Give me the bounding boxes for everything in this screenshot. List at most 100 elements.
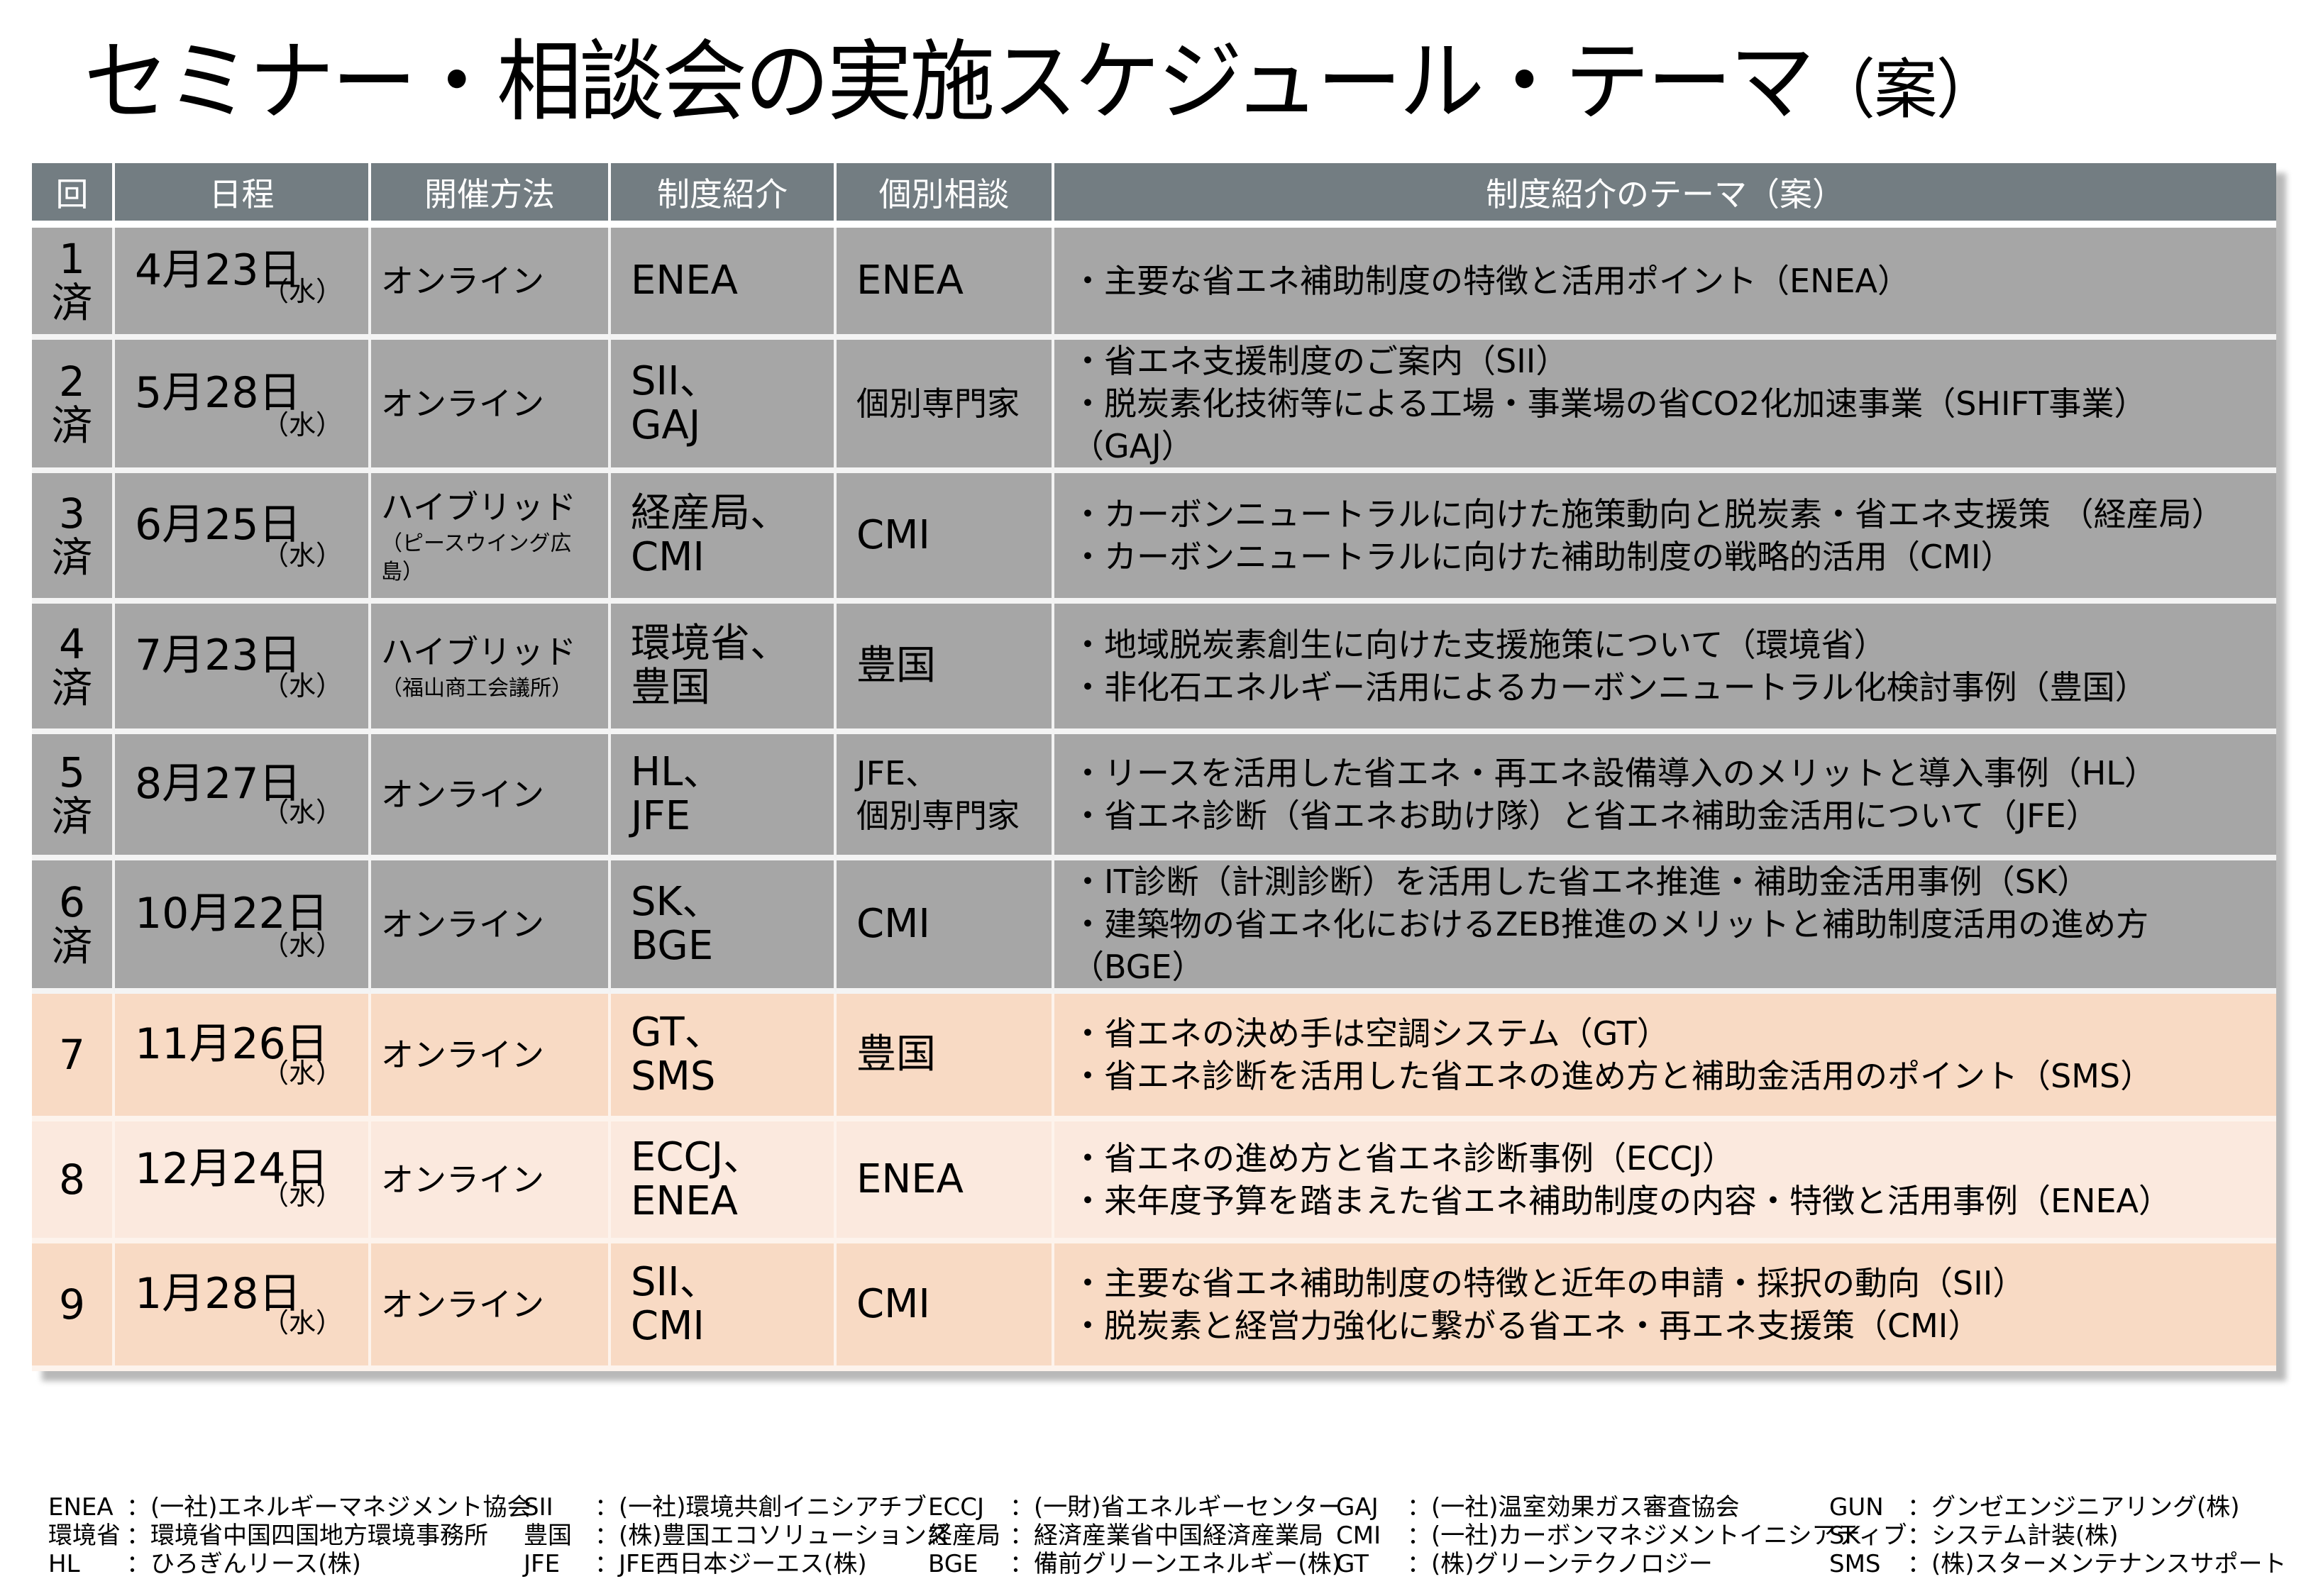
schedule-table: 回 日程 開催方法 制度紹介 個別相談 制度紹介のテーマ（案） 1 済 4月23日（… xyxy=(32,163,2276,1371)
weekday-text: （水） xyxy=(261,1058,343,1089)
method-text: オンライン xyxy=(381,1285,544,1324)
legend-abbreviation: SII xyxy=(524,1493,553,1522)
cell-themes: ・リースを活用した省エネ・再エネ設備導入のメリットと導入事例（HL） ・省エネ診断… xyxy=(1054,734,2276,860)
cell-themes: ・カーボンニュートラルに向けた施策動向と脱炭素・省エネ支援策 （経産局） ・カーボ… xyxy=(1054,473,2276,604)
consult-org: 個別専門家 xyxy=(856,797,1020,835)
theme-item: ・省エネ診断（省エネお助け隊）と省エネ補助金活用について（JFE） xyxy=(1071,797,2099,835)
intro-org: BGE xyxy=(631,923,714,969)
legend-abbreviation: CMI xyxy=(1336,1522,1381,1550)
legend-entry: SII ：(一社)環境共創イニシアチブ xyxy=(524,1493,950,1522)
column-header-consultation: 個別相談 xyxy=(837,163,1054,221)
round-number: 1 xyxy=(59,235,85,283)
date-text: 1月28日 xyxy=(135,1269,302,1319)
consult-org: CMI xyxy=(856,1281,930,1327)
method-text: ハイブリッド xyxy=(381,488,577,526)
legend-full-name: ：ひろぎんリース(株) xyxy=(126,1550,361,1578)
legend-full-name: ：(一社)温室効果ガス審査協会 xyxy=(1407,1493,1740,1522)
cell-program-intro: SII、 GAJ xyxy=(611,340,837,473)
cell-date: 8月27日 （水） xyxy=(115,734,371,860)
cell-round: 8 xyxy=(32,1121,115,1243)
intro-org: SII、 xyxy=(631,358,719,404)
legend-abbreviation: 経産局 xyxy=(928,1522,1000,1550)
cell-round: 7 xyxy=(32,994,115,1121)
round-number: 8 xyxy=(59,1156,85,1204)
cell-date: 6月25日 （水） xyxy=(115,473,371,604)
cell-themes: ・省エネの決め手は空調システム（GT） ・省エネ診断を活用した省エネの進め方と補助… xyxy=(1054,994,2276,1121)
intro-org: ENEA xyxy=(631,1178,738,1224)
column-header-date: 日程 xyxy=(115,163,371,221)
theme-item: ・カーボンニュートラルに向けた補助制度の戦略的活用（CMI） xyxy=(1071,538,2014,576)
legend-abbreviation: ENEA xyxy=(48,1493,114,1522)
round-status: 済 xyxy=(51,922,93,970)
legend-column: SII ：(一社)環境共創イニシアチブ 豊国 ：(株)豊国エコソリューションズ JFE ：… xyxy=(524,1493,950,1578)
weekday-text: （水） xyxy=(261,797,343,828)
method-text: オンライン xyxy=(381,384,544,423)
intro-org: 豊国 xyxy=(631,665,710,711)
intro-org: SMS xyxy=(631,1053,716,1099)
legend-full-name: ：(一社)環境共創イニシアチブ xyxy=(595,1493,927,1522)
table-row: 7 11月26日 （水） オンライン GT、 SMS 豊国 ・省エネの決め手は空調システム（G… xyxy=(32,994,2276,1121)
legend-abbreviation: ECCJ xyxy=(928,1493,984,1522)
legend-entry: SK ：システム計装(株) xyxy=(1829,1522,2287,1550)
consult-org: 豊国 xyxy=(856,643,936,689)
cell-program-intro: SK、 BGE xyxy=(611,860,837,994)
cell-date: 5月28日 （水） xyxy=(115,340,371,473)
round-number: 7 xyxy=(59,1031,85,1079)
weekday-text: （水） xyxy=(261,930,343,961)
cell-method: オンライン xyxy=(371,734,611,860)
weekday-text: （水） xyxy=(261,540,343,571)
legend-entry: BGE ：備前グリーンエネルギー(株) xyxy=(928,1550,1342,1578)
date-text: 5月28日 xyxy=(135,368,302,418)
cell-program-intro: GT、 SMS xyxy=(611,994,837,1121)
cell-themes: ・省エネ支援制度のご案内（SII） ・脱炭素化技術等による工場・事業場の省CO2化… xyxy=(1054,340,2276,473)
cell-themes: ・省エネの進め方と省エネ診断事例（ECCJ） ・来年度予算を踏まえた省エネ補助制度… xyxy=(1054,1121,2276,1243)
cell-method: オンライン xyxy=(371,860,611,994)
theme-item: ・IT診断（計測診断）を活用した省エネ推進・補助金活用事例（SK） xyxy=(1071,863,2090,901)
legend-entry: CMI ：(一社)カーボンマネジメントイニシアティブ xyxy=(1336,1522,1907,1550)
cell-date: 4月23日 （水） xyxy=(115,228,371,340)
legend-entry: GUN ：グンゼエンジニアリング(株) xyxy=(1829,1493,2287,1522)
round-status: 済 xyxy=(51,401,93,450)
legend-entry: 豊国 ：(株)豊国エコソリューションズ xyxy=(524,1522,950,1550)
weekday-text: （水） xyxy=(261,1307,343,1339)
legend-abbreviation: GAJ xyxy=(1336,1493,1379,1522)
theme-item: ・脱炭素と経営力強化に繋がる省エネ・再エネ支援策（CMI） xyxy=(1071,1307,1981,1345)
cell-consultation: CMI xyxy=(837,860,1054,994)
legend-full-name: ：環境省中国四国地方環境事務所 xyxy=(126,1522,488,1550)
method-text: オンライン xyxy=(381,905,544,943)
theme-item: ・省エネの進め方と省エネ診断事例（ECCJ） xyxy=(1071,1139,1735,1177)
table-row: 4 済 7月23日 （水） ハイブリッド （福山商工会議所） 環境省、 豊国 豊国 ・地域脱炭素創… xyxy=(32,604,2276,734)
cell-program-intro: 環境省、 豊国 xyxy=(611,604,837,734)
legend-column: GUN ：グンゼエンジニアリング(株) SK ：システム計装(株) SMS ：(株)スター… xyxy=(1829,1493,2287,1578)
cell-date: 1月28日 （水） xyxy=(115,1243,371,1371)
legend-entry: ENEA ：(一社)エネルギーマネジメント協会 xyxy=(48,1493,531,1522)
round-status: 済 xyxy=(51,279,93,327)
cell-method: オンライン xyxy=(371,994,611,1121)
cell-method: オンライン xyxy=(371,340,611,473)
column-header-round: 回 xyxy=(32,163,115,221)
table-row: 3 済 6月25日 （水） ハイブリッド （ピースウイング広島） 経産局、 CMI CMI ・カー… xyxy=(32,473,2276,604)
legend-full-name: ：経済産業省中国経済産業局 xyxy=(1010,1522,1323,1550)
theme-item: ・主要な省エネ補助制度の特徴と近年の申請・採択の動向（SII） xyxy=(1071,1264,2026,1302)
intro-org: JFE xyxy=(631,793,691,839)
legend-full-name: ：(一社)エネルギーマネジメント協会 xyxy=(126,1493,531,1522)
weekday-text: （水） xyxy=(261,276,343,307)
intro-org: HL、 xyxy=(631,749,723,795)
theme-item: ・主要な省エネ補助制度の特徴と活用ポイント（ENEA） xyxy=(1071,262,1911,300)
method-venue: （ピースウイング広島） xyxy=(381,531,572,584)
cell-date: 7月23日 （水） xyxy=(115,604,371,734)
intro-org: CMI xyxy=(631,534,705,580)
intro-org: GAJ xyxy=(631,402,701,448)
cell-method: オンライン xyxy=(371,228,611,340)
consult-org: 豊国 xyxy=(856,1031,936,1077)
legend-entry: 経産局 ：経済産業省中国経済産業局 xyxy=(928,1522,1342,1550)
table-row: 8 12月24日 （水） オンライン ECCJ、 ENEA ENEA ・省エネの進め方と省エネ… xyxy=(32,1121,2276,1243)
cell-consultation: CMI xyxy=(837,1243,1054,1371)
legend-abbreviation: 環境省 xyxy=(48,1522,121,1550)
cell-program-intro: SII、 CMI xyxy=(611,1243,837,1371)
method-text: オンライン xyxy=(381,1036,544,1074)
cell-themes: ・主要な省エネ補助制度の特徴と近年の申請・採択の動向（SII） ・脱炭素と経営力強… xyxy=(1054,1243,2276,1371)
page-title-main: セミナー・相談会の実施スケジュール・テーマ xyxy=(84,31,1815,133)
